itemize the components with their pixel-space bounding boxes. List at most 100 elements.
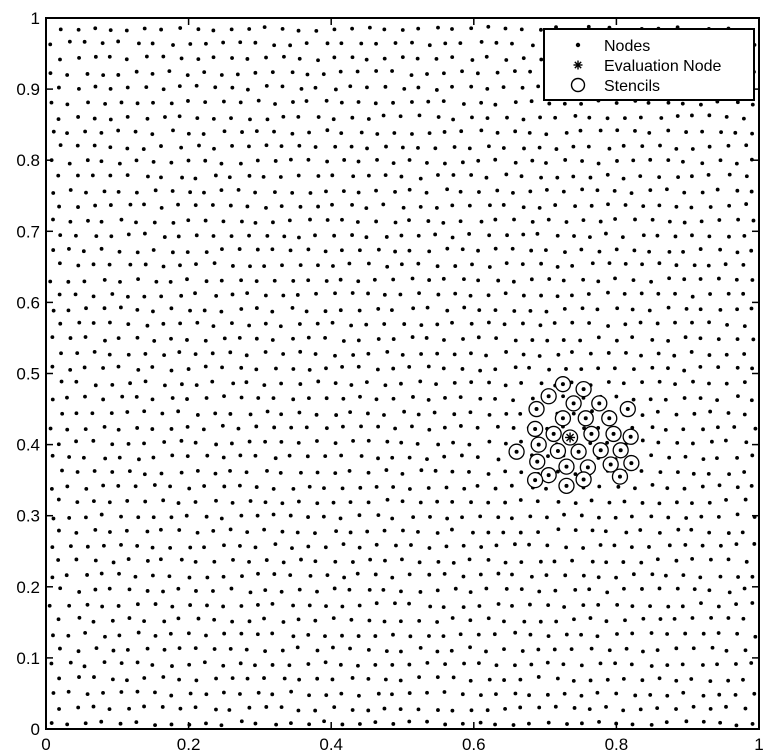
node-point (185, 73, 190, 78)
node-point (726, 557, 731, 562)
node-point (236, 188, 241, 192)
node-point (77, 675, 81, 679)
node-point (213, 173, 218, 178)
node-point (736, 575, 740, 579)
node-point (436, 292, 441, 297)
node-point (93, 84, 98, 89)
node-point (724, 648, 729, 653)
node-point (675, 470, 680, 475)
node-point (247, 323, 252, 328)
node-point (307, 484, 312, 489)
node-point (128, 381, 132, 386)
node-point (162, 647, 167, 652)
node-point (486, 24, 491, 29)
node-point (496, 278, 501, 283)
node-point (59, 351, 63, 356)
node-point (698, 277, 703, 281)
node-point (150, 573, 155, 578)
node-point (316, 379, 321, 384)
node-point (425, 690, 429, 695)
node-point (253, 190, 257, 195)
node-point (101, 483, 106, 488)
node-point (205, 575, 210, 580)
node-point (332, 586, 337, 591)
node-point (230, 501, 235, 505)
node-point (350, 233, 354, 237)
node-point (700, 484, 705, 489)
node-point (673, 320, 677, 325)
node-point (108, 203, 113, 207)
y-tick-label: 0.3 (16, 507, 40, 526)
node-point (108, 145, 113, 150)
node-point (58, 57, 62, 62)
node-point (248, 412, 253, 417)
node-point (125, 114, 130, 119)
node-point (333, 441, 338, 446)
node-point (263, 588, 268, 593)
node-point (279, 204, 284, 209)
node-point (640, 678, 645, 683)
node-point (649, 722, 654, 727)
node-point (640, 380, 644, 385)
node-point (177, 528, 182, 532)
node-point (65, 395, 69, 400)
node-point (391, 277, 396, 282)
node-point (117, 161, 122, 166)
node-point (383, 558, 387, 563)
node-point (588, 616, 593, 620)
node-point (305, 72, 310, 77)
node-point (203, 338, 208, 343)
node-point (153, 633, 158, 638)
node-point (410, 100, 414, 104)
node-point (368, 557, 373, 562)
node-point (544, 187, 549, 192)
node-point (351, 560, 355, 564)
node-point (230, 321, 234, 326)
node-point (458, 395, 463, 400)
node-point (211, 528, 216, 533)
node-point (347, 261, 352, 266)
node-point (204, 692, 209, 697)
node-point (119, 661, 124, 666)
node-point (171, 43, 175, 47)
legend-label-stencils: Stencils (604, 78, 660, 95)
node-point (119, 217, 124, 222)
node-point (162, 440, 167, 444)
node-point (715, 456, 719, 461)
node-point (253, 70, 258, 75)
node-point (83, 427, 88, 432)
node-point (288, 43, 293, 48)
node-point (393, 41, 398, 45)
node-point (382, 706, 387, 711)
node-point (296, 499, 301, 504)
node-point (76, 263, 81, 268)
node-point (281, 352, 286, 356)
node-point (425, 305, 430, 310)
node-point (313, 352, 318, 356)
node-point (586, 292, 591, 296)
node-point (385, 264, 390, 269)
node-point (102, 189, 107, 194)
node-point (204, 396, 209, 400)
node-point (119, 514, 123, 519)
node-point (325, 41, 330, 46)
node-point (348, 500, 353, 504)
node-point (356, 338, 361, 343)
node-point (350, 202, 354, 207)
node-point (587, 587, 592, 592)
node-point (99, 719, 104, 724)
node-point (418, 379, 423, 384)
node-point (193, 203, 198, 208)
node-point (355, 69, 360, 74)
node-point (323, 545, 328, 550)
stencil-point (528, 400, 545, 418)
node-point (170, 396, 175, 400)
node-point (229, 586, 234, 591)
node-point (161, 321, 166, 326)
node-point (445, 246, 450, 251)
node-point (116, 336, 121, 341)
node-point (734, 277, 739, 282)
node-point (724, 704, 728, 709)
node-point (315, 501, 320, 506)
node-point (103, 456, 108, 461)
